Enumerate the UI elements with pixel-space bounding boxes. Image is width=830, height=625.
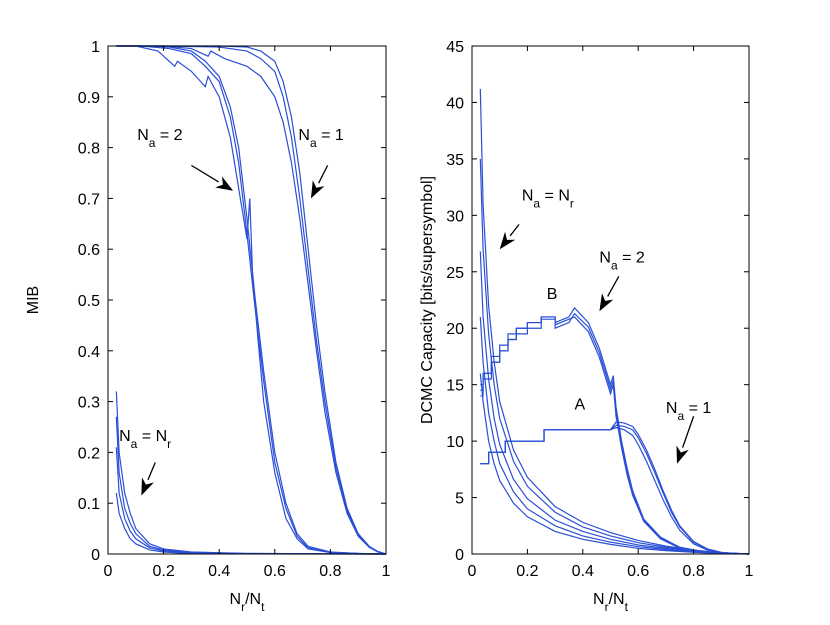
right-series-2 [480,426,750,555]
right-ytick-label: 40 [446,95,464,112]
right-ytick-label: 35 [446,152,464,169]
left-series-4 [116,45,387,555]
left-arrowhead-na1 [310,180,325,199]
right-plot-frame [471,45,750,555]
left-ytick-label: 0.5 [78,293,100,310]
right-annotation-na1: Na = 1 [666,400,711,423]
left-ytick-label: 0.2 [78,445,100,462]
left-ytick-label: 0.7 [78,191,100,208]
right-series-5 [480,316,750,555]
left-ytick-label: 0.9 [78,90,100,107]
right-ytick-label: 0 [455,547,464,564]
left-plot-frame [107,45,387,555]
left-xtick-label: 0.4 [208,563,230,580]
left-ytick-label: 1 [91,39,100,56]
left-xlabel: Nr/Nt [230,591,266,614]
right-annotation-label-b: B [547,286,558,303]
left-ytick-label: 0.8 [78,141,100,158]
right-xtick-label: 1 [745,563,754,580]
right-ytick-label: 15 [446,378,464,395]
left-ylabel: MIB [25,286,42,314]
left-xtick-label: 0.6 [264,563,286,580]
right-arrowhead-na2 [599,293,614,312]
right-xlabel: Nr/Nt [593,591,629,614]
left-arrowhead-nanr [141,477,154,496]
left-ytick-label: 0.1 [78,496,100,513]
right-annotation-label-a: A [574,397,585,414]
right-series-6 [479,88,750,555]
right-series-4 [480,312,750,555]
left-series-1 [116,45,387,555]
right-ytick-label: 20 [446,321,464,338]
right-xtick-label: 0 [468,563,477,580]
left-series-5 [116,45,387,555]
left-ytick-label: 0.3 [78,395,100,412]
left-series-0 [116,45,387,555]
left-series-2 [116,45,387,555]
right-series-10 [479,373,750,555]
left-ytick-label: 0.4 [78,344,100,361]
left-arrowhead-na2 [215,176,234,191]
left-ytick-label: 0.6 [78,242,100,259]
left-annotation-nanr: Na = Nr [119,428,171,451]
left-arrow-na2 [191,164,219,183]
right-arrow-nanr [509,223,520,237]
right-series-7 [479,158,750,555]
right-arrowhead-nanr [499,231,516,250]
left-chart-mib: 0 0.2 0.4 0.6 0.8 1 0 0.1 0.2 0.3 0.4 0.5 0.6 0.7 0.8 0… [25,39,391,614]
left-arrow-na1 [318,165,329,184]
right-series-8 [479,251,750,555]
right-arrow-na2 [607,275,620,297]
left-arrow-nanr [147,462,156,481]
left-ytick-label: 0 [91,547,100,564]
right-annotation-na2: Na = 2 [599,250,644,273]
right-annotation-nanr: Na = Nr [522,188,574,211]
right-arrowhead-na1 [676,445,689,464]
right-xtick-label: 0.2 [516,563,538,580]
right-xtick-label: 0.4 [572,563,594,580]
left-series-6 [115,391,387,555]
right-ytick-label: 45 [446,39,464,56]
left-xtick-label: 0 [104,563,113,580]
left-xtick-label: 0.2 [152,563,174,580]
right-ytick-label: 10 [446,434,464,451]
left-series-3 [116,45,387,555]
right-ytick-label: 5 [455,491,464,508]
left-xtick-label: 1 [382,563,391,580]
left-annotation-na2: Na = 2 [137,127,182,150]
right-chart-dcmc-capacity: 0 0.2 0.4 0.6 0.8 1051015202530354045Nr/NtDCM… [419,39,754,614]
right-xtick-label: 0.8 [682,563,704,580]
right-xtick-label: 0.6 [627,563,649,580]
left-xtick-label: 0.8 [319,563,341,580]
right-series-3 [480,306,750,555]
right-series-9 [479,316,750,555]
left-annotation-na1: Na = 1 [298,127,343,150]
right-ylabel: DCMC Capacity [bits/supersymbol] [419,176,436,424]
right-ytick-label: 30 [446,208,464,225]
right-ytick-label: 25 [446,265,464,282]
right-arrow-na1 [681,416,695,448]
